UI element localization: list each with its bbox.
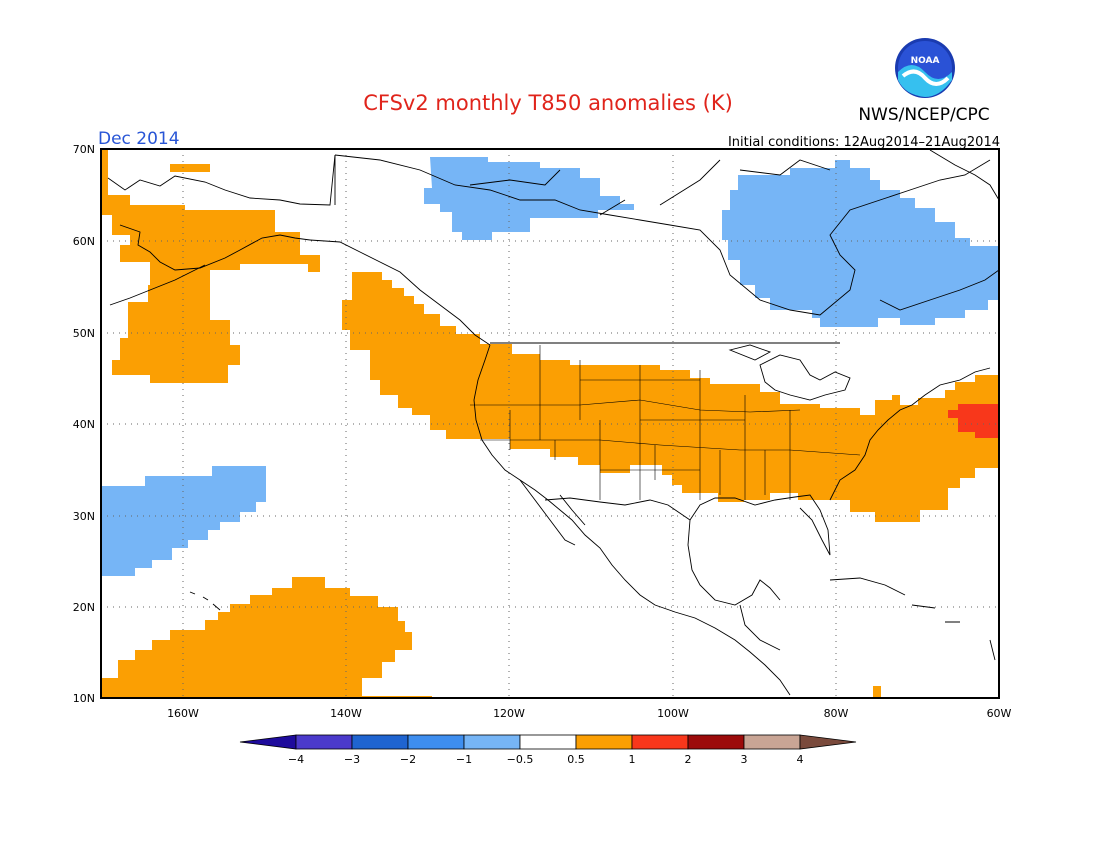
lon-label-120w: 120W xyxy=(493,707,525,720)
forecast-month: Dec 2014 xyxy=(98,129,180,149)
alaska-bering-warm xyxy=(101,149,320,383)
colorbar-swatch xyxy=(463,734,521,750)
state-borders xyxy=(470,345,861,500)
lon-label-60w: 60W xyxy=(987,707,1012,720)
colorbar-swatch xyxy=(575,734,633,750)
colorbar-tick-label: 4 xyxy=(797,753,804,766)
lat-label-40n: 40N xyxy=(73,418,95,431)
latitude-labels: 70N 60N 50N 40N 30N 20N 10N xyxy=(73,143,95,705)
lat-label-10n: 10N xyxy=(73,692,95,705)
colorbar-tick-label: −3 xyxy=(344,753,360,766)
lat-label-20n: 20N xyxy=(73,601,95,614)
colorbar-tick-label: −1 xyxy=(456,753,472,766)
lon-label-100w: 100W xyxy=(657,707,689,720)
colorbar: −4 −3 −2 −1 −0.5 0.5 1 2 3 4 xyxy=(239,734,857,766)
lat-label-60n: 60N xyxy=(73,235,95,248)
lat-label-30n: 30N xyxy=(73,510,95,523)
us-warm xyxy=(342,272,999,522)
lon-label-80w: 80W xyxy=(824,707,849,720)
colorbar-swatch xyxy=(687,734,745,750)
small-warm-patch-alaska xyxy=(170,164,210,172)
initial-conditions-text: Initial conditions: 12Aug2014–21Aug2014 xyxy=(728,135,1000,150)
lon-label-160w: 160W xyxy=(167,707,199,720)
agency-label: NWS/NCEP/CPC xyxy=(858,105,989,125)
colorbar-swatch xyxy=(631,734,689,750)
caribbean-warm-patch xyxy=(873,686,881,698)
lat-label-50n: 50N xyxy=(73,327,95,340)
coastlines xyxy=(107,149,999,696)
colorbar-tick-label: 2 xyxy=(685,753,692,766)
map-frame xyxy=(100,148,1000,699)
colorbar-arrow-right xyxy=(799,734,857,750)
colorbar-tick-label: 0.5 xyxy=(567,753,585,766)
colorbar-swatch xyxy=(407,734,465,750)
colorbar-tick-label: 1 xyxy=(629,753,636,766)
colorbar-swatch xyxy=(743,734,801,750)
noaa-logo-text: NOAA xyxy=(911,56,940,66)
colorbar-swatch xyxy=(519,734,577,750)
western-atlantic-warm xyxy=(948,404,999,438)
colorbar-tick-label: 3 xyxy=(741,753,748,766)
colorbar-tick-label: −4 xyxy=(288,753,304,766)
lat-label-70n: 70N xyxy=(73,143,95,156)
hudson-bay-cool xyxy=(722,160,999,327)
lon-label-140w: 140W xyxy=(330,707,362,720)
subtropical-pacific-warm xyxy=(101,577,432,698)
colorbar-swatch xyxy=(295,734,353,750)
noaa-logo: NOAA xyxy=(895,38,955,98)
colorbar-tick-label: −2 xyxy=(400,753,416,766)
colorbar-swatch xyxy=(351,734,409,750)
longitude-labels: 160W 140W 120W 100W 80W 60W xyxy=(167,707,1011,720)
colorbar-arrow-left xyxy=(239,734,297,750)
colorbar-tick-label: −0.5 xyxy=(507,753,534,766)
map-area xyxy=(100,148,1000,699)
map-title: CFSv2 monthly T850 anomalies (K) xyxy=(363,91,733,115)
northern-canada-cool xyxy=(424,157,634,240)
